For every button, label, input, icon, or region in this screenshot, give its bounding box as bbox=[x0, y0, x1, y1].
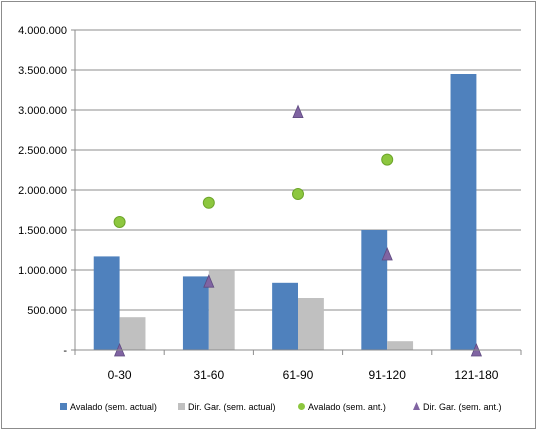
bar-1 bbox=[208, 270, 235, 350]
point-triangle bbox=[381, 246, 393, 261]
y-tick-label: 1.000.000 bbox=[18, 265, 67, 277]
point-triangle bbox=[203, 274, 215, 288]
y-axis-ticks: - 500.000 1.000.000 1.500.000 2.000.000 2.500… bbox=[18, 25, 67, 357]
x-category-label: 61-90 bbox=[283, 368, 314, 382]
bar-0 bbox=[182, 276, 209, 350]
x-category-label: 31-60 bbox=[193, 368, 224, 382]
legend-swatch bbox=[298, 403, 305, 410]
x-category-label: 0-30 bbox=[108, 368, 132, 382]
point-circle bbox=[381, 153, 394, 166]
axes bbox=[71, 29, 522, 355]
point-circle bbox=[113, 216, 126, 228]
bar-0 bbox=[93, 256, 120, 350]
legend-label: Dir. Gar. (sem. ant.) bbox=[423, 402, 502, 412]
x-category-label: 121-180 bbox=[454, 368, 498, 382]
y-tick-label: 2.500.000 bbox=[18, 145, 67, 157]
legend-swatch bbox=[178, 403, 185, 410]
point-triangle bbox=[292, 104, 304, 118]
legend-swatch bbox=[413, 402, 420, 410]
y-tick-label: 2.000.000 bbox=[18, 185, 67, 197]
point-circle bbox=[202, 196, 215, 209]
y-tick-label: 500.000 bbox=[27, 305, 67, 317]
markers bbox=[113, 104, 482, 357]
point-circle bbox=[292, 188, 304, 200]
bar-0 bbox=[450, 74, 477, 350]
bar-1 bbox=[298, 298, 324, 350]
y-tick-label: - bbox=[63, 345, 67, 357]
y-tick-label: 3.000.000 bbox=[18, 105, 67, 117]
bar-1 bbox=[387, 341, 414, 350]
y-tick-label: 3.500.000 bbox=[18, 65, 67, 77]
bars bbox=[93, 74, 477, 350]
legend-label: Dir. Gar. (sem. actual) bbox=[188, 402, 276, 412]
y-tick-label: 1.500.000 bbox=[18, 225, 67, 237]
legend-swatch bbox=[60, 403, 67, 410]
legend: Avalado (sem. actual) Dir. Gar. (sem. act… bbox=[60, 402, 502, 412]
legend-label: Avalado (sem. actual) bbox=[70, 402, 157, 412]
bar-0 bbox=[272, 282, 298, 350]
bar-0 bbox=[361, 230, 388, 350]
legend-label: Avalado (sem. ant.) bbox=[308, 402, 386, 412]
x-category-label: 91-120 bbox=[369, 368, 407, 382]
y-tick-label: 4.000.000 bbox=[18, 25, 67, 37]
x-axis-categories: 0-30 31-60 61-90 91-120 121-180 bbox=[108, 368, 499, 382]
bar-1 bbox=[119, 317, 146, 350]
